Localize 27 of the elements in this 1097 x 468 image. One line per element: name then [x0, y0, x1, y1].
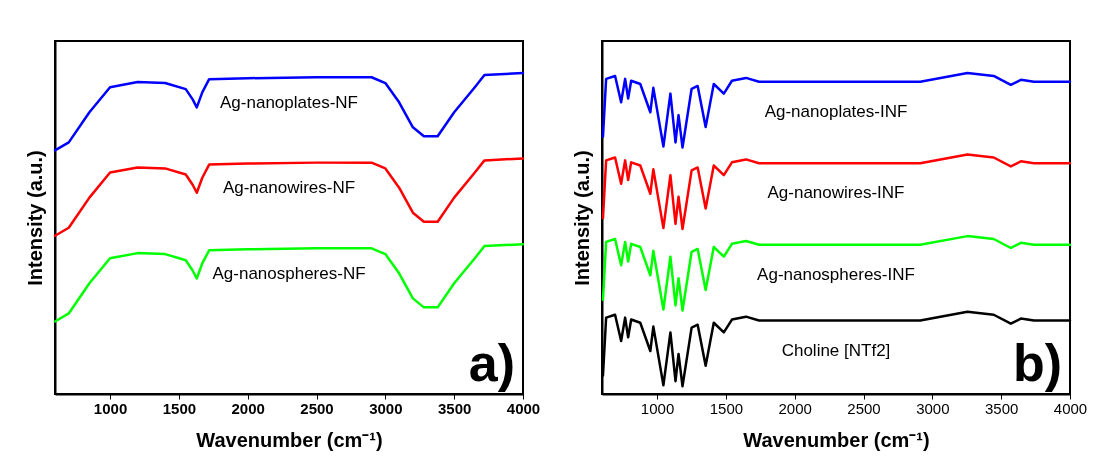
x-tick-label: 2000 [231, 399, 265, 417]
series-label: Ag-nanowires-NF [222, 178, 356, 198]
series-label: Ag-nanoplates-NF [220, 93, 358, 113]
series-label: Ag-nanoplates-INF [764, 101, 908, 121]
x-tick-label: 2500 [847, 399, 881, 417]
x-tick-label: 3500 [984, 399, 1019, 417]
x-tick-label: 1000 [93, 399, 128, 417]
x-tick-label: 2500 [300, 399, 334, 417]
series-label: Ag-nanospheres-INF [757, 264, 915, 284]
series-label: Choline [NTf2] [781, 340, 891, 360]
y-axis-title: Intensity (a.u.) [570, 150, 593, 286]
annotation: b) [1012, 334, 1062, 392]
x-tick-label: 3000 [916, 399, 950, 417]
x-tick-label: 1500 [709, 399, 744, 417]
x-tick-label: 1500 [162, 399, 197, 417]
x-tick-label: 2000 [778, 399, 812, 417]
x-tick-label: 3000 [369, 399, 403, 417]
x-tick-label: 1000 [640, 399, 675, 417]
x-axis-title: Wavenumber (cm⁻¹) [196, 428, 383, 451]
x-axis-title: Wavenumber (cm⁻¹) [743, 428, 930, 451]
x-tick-label: 4000 [506, 399, 541, 417]
y-axis-title: Intensity (a.u.) [23, 150, 46, 286]
series-label: Ag-nanospheres-NF [212, 264, 366, 284]
x-tick-label: 4000 [1053, 399, 1088, 417]
annotation: a) [468, 334, 515, 392]
series-label: Ag-nanowires-INF [767, 183, 905, 203]
x-tick-label: 3500 [437, 399, 472, 417]
